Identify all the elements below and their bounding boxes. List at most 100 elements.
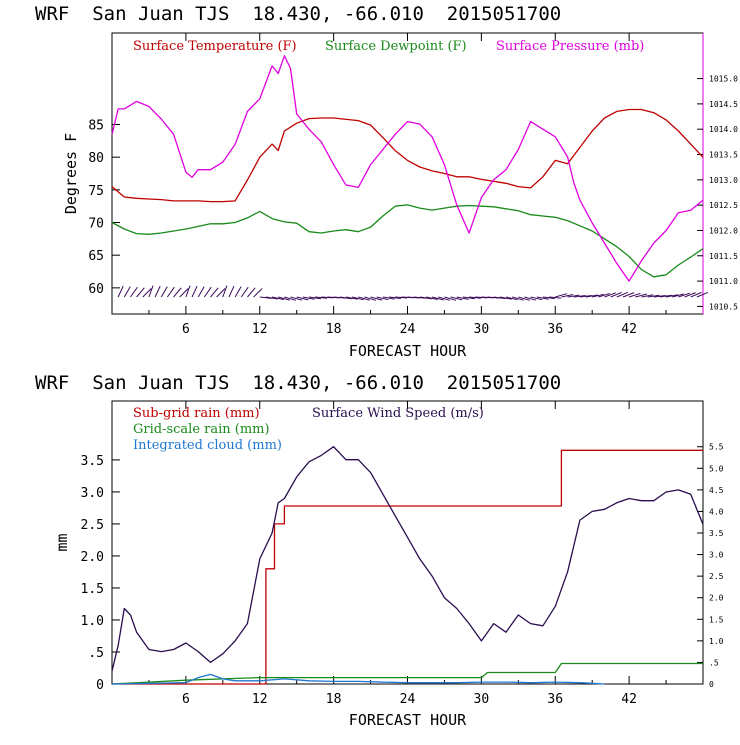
wind-barb	[561, 294, 574, 298]
y2-tick-label: 1012.0	[709, 226, 738, 235]
y-tick-label: 60	[88, 282, 104, 297]
wind-barb	[179, 288, 189, 298]
wind-barb	[647, 294, 660, 298]
wind-barb	[684, 292, 696, 298]
wind-barb	[191, 285, 198, 298]
wind-barb	[622, 292, 635, 298]
legend-entry: Grid-scale rain (mm)	[133, 422, 270, 437]
wind-barb	[536, 296, 549, 300]
wind-barb	[549, 296, 562, 299]
wind-barb	[469, 296, 482, 299]
x-axis-label: FORECAST HOUR	[349, 711, 467, 729]
y2-tick-label: 1014.0	[709, 125, 738, 134]
wind-barb	[542, 296, 555, 300]
y-tick-label: 1.5	[81, 582, 104, 597]
wind-barb	[259, 296, 272, 299]
wind-barb	[567, 294, 580, 298]
surface-wind-speed-line	[111, 446, 704, 672]
y2-tick-label: 3.0	[709, 551, 724, 560]
y2-tick-label: 1015.0	[709, 75, 738, 84]
x-tick-label: 30	[474, 692, 490, 707]
wind-barb	[653, 295, 666, 298]
wind-barb	[616, 291, 629, 298]
legend-entry: Surface Pressure (mb)	[496, 39, 644, 54]
wind-barb	[573, 295, 586, 298]
y2-tick-label: 2.5	[709, 572, 724, 581]
wind-barb	[142, 288, 152, 298]
wind-barb	[210, 287, 219, 298]
wind-barb	[505, 296, 518, 301]
x-tick-label: 42	[621, 692, 637, 707]
wind-barb	[166, 286, 175, 298]
plot-frame	[111, 32, 704, 315]
y2-tick-label: 2.0	[709, 594, 724, 603]
x-tick-label: 36	[547, 322, 563, 337]
y-tick-label: 85	[88, 118, 104, 133]
wind-barb	[382, 296, 395, 300]
y-tick-label: .5	[88, 646, 104, 661]
wind-barb	[203, 286, 212, 298]
y-tick-label: 2.5	[81, 518, 104, 533]
y-axis-label: Degrees F	[62, 133, 80, 214]
wind-barb	[665, 294, 678, 298]
y-tick-label: 0	[96, 678, 104, 693]
y2-tick-label: 0	[709, 680, 714, 689]
x-tick-label: 18	[326, 322, 342, 337]
y-tick-label: 3.5	[81, 454, 104, 469]
wind-barb	[592, 293, 605, 298]
wind-barb	[431, 296, 444, 301]
x-tick-label: 6	[182, 322, 190, 337]
wind-barb	[185, 285, 191, 298]
wind-barb	[678, 292, 690, 298]
wind-barb	[579, 295, 592, 298]
wind-barb	[136, 287, 145, 298]
x-tick-label: 30	[474, 322, 490, 337]
wind-barb	[456, 296, 469, 300]
wind-barb	[234, 286, 242, 298]
y2-tick-label: 1011.5	[709, 252, 738, 261]
wind-barb	[296, 296, 309, 301]
y2-tick-label: 1.5	[709, 615, 724, 624]
wind-barb	[512, 296, 524, 301]
y2-tick-label: 1.0	[709, 637, 724, 646]
y2-tick-label: 1011.0	[709, 277, 738, 286]
wind-barb	[308, 296, 321, 300]
wind-barb	[364, 296, 377, 301]
wind-barb	[493, 296, 506, 300]
wind-barb	[173, 287, 182, 298]
y-tick-label: 80	[88, 151, 104, 166]
wind-barb	[499, 296, 512, 300]
wind-barb	[228, 285, 235, 298]
legend-entry: Surface Wind Speed (m/s)	[312, 406, 484, 421]
wind-barb	[585, 294, 598, 298]
x-tick-label: 36	[547, 692, 563, 707]
wind-barb	[265, 296, 278, 300]
y-tick-label: 3.0	[81, 486, 104, 501]
x-tick-label: 24	[400, 692, 416, 707]
wind-barb	[388, 296, 401, 299]
x-tick-label: 6	[182, 692, 190, 707]
y-tick-label: 70	[88, 217, 104, 232]
wind-barb	[290, 296, 303, 301]
wind-barb	[271, 296, 284, 301]
wind-barb	[450, 296, 463, 301]
wind-barb	[345, 296, 358, 300]
wind-barb	[524, 296, 537, 301]
wind-barb	[117, 285, 124, 298]
chart-title: WRF San Juan TJS 18.430, -66.010 2015051…	[35, 372, 561, 394]
y2-tick-label: 5.0	[709, 464, 724, 473]
wind-barb	[130, 286, 138, 298]
x-tick-label: 12	[252, 322, 268, 337]
wind-barb	[370, 296, 383, 301]
wind-barb	[672, 293, 684, 298]
wind-barb	[240, 286, 249, 298]
x-axis-label: FORECAST HOUR	[349, 342, 467, 360]
wind-barb	[351, 296, 364, 301]
wind-barb	[518, 296, 530, 301]
integrated-cloud-line	[111, 673, 605, 685]
wind-barb	[123, 286, 131, 298]
wind-barb	[284, 296, 297, 301]
wind-barb	[339, 296, 352, 300]
